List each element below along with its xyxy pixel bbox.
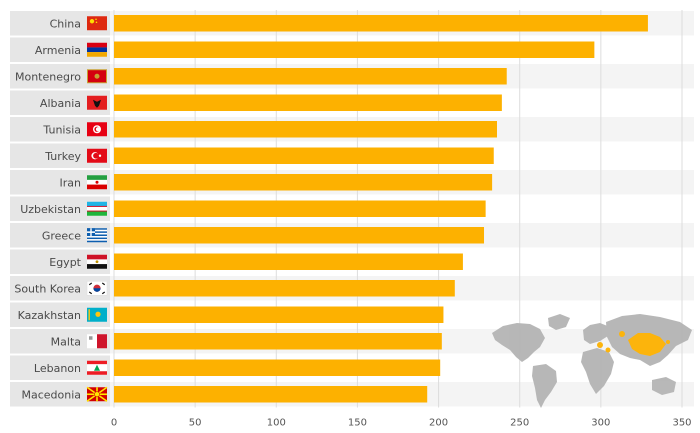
category-label: Egypt [49, 256, 81, 269]
world-map-inset [492, 314, 692, 408]
bar [114, 15, 648, 32]
category-label: South Korea [14, 282, 81, 295]
bar [114, 386, 428, 403]
mediterranean-highlight-shape [597, 342, 603, 348]
bar [114, 253, 463, 270]
category-labels: China Armenia Montenegro Albania Tunisia Turk… [14, 17, 81, 401]
south-america-shape [532, 364, 557, 408]
x-tick-label: 300 [591, 418, 610, 429]
x-axis-ticks: 0 50 100 150 200 250 300 350 [111, 418, 692, 429]
flags [86, 16, 108, 402]
iran-flag-icon [87, 175, 107, 190]
bar [114, 200, 486, 217]
x-tick-label: 350 [672, 418, 691, 429]
egypt-flag-icon [87, 254, 107, 269]
x-tick-label: 250 [510, 418, 529, 429]
category-label: Tunisia [42, 123, 81, 136]
category-label: Uzbekistan [20, 203, 81, 216]
category-label: China [50, 17, 81, 30]
bar [114, 174, 493, 191]
category-label: Montenegro [15, 70, 81, 83]
macedonia-flag-icon [86, 386, 108, 402]
bar [114, 68, 507, 85]
category-label: Kazakhstan [18, 309, 81, 322]
bar [114, 227, 485, 244]
x-tick-label: 200 [429, 418, 448, 429]
category-label: Albania [40, 97, 81, 110]
armenia-flag-icon [87, 42, 107, 57]
lebanon-flag-icon [87, 360, 107, 375]
x-tick-label: 100 [267, 418, 286, 429]
china-highlight-shape [628, 333, 666, 356]
category-label: Greece [42, 229, 81, 242]
bar [114, 94, 502, 111]
x-tick-label: 0 [111, 418, 117, 429]
category-label: Turkey [44, 150, 81, 163]
china-flag-icon [87, 16, 107, 31]
kazakhstan-highlight-shape [619, 331, 625, 337]
albania-flag-icon [87, 95, 107, 110]
australia-shape [652, 377, 676, 395]
bar [114, 147, 494, 164]
turkey-flag-icon [87, 148, 107, 163]
category-label: Armenia [35, 44, 81, 57]
north-america-shape [492, 323, 545, 362]
korea-highlight-shape [666, 340, 670, 344]
x-tick-label: 150 [348, 418, 367, 429]
south-korea-flag-icon [86, 281, 108, 296]
bar [114, 306, 444, 323]
kazakhstan-flag-icon [87, 307, 107, 322]
category-label: Lebanon [34, 362, 81, 375]
middle-east-highlight-shape [605, 347, 611, 353]
africa-shape [581, 348, 614, 394]
greenland-shape [548, 314, 570, 330]
bar [114, 359, 441, 376]
category-label: Macedonia [21, 388, 81, 401]
bar [114, 121, 497, 138]
montenegro-flag-icon [87, 69, 107, 84]
bar [114, 41, 595, 58]
malta-flag-icon [87, 334, 107, 349]
bar [114, 333, 442, 350]
category-label: Malta [51, 335, 81, 348]
bar [114, 280, 455, 297]
bars [114, 15, 648, 403]
europe-shape [583, 323, 610, 344]
x-tick-label: 50 [189, 418, 202, 429]
greece-flag-icon [87, 228, 107, 243]
tunisia-flag-icon [87, 122, 107, 137]
uzbekistan-flag-icon [87, 201, 107, 216]
category-label: Iran [60, 176, 82, 189]
